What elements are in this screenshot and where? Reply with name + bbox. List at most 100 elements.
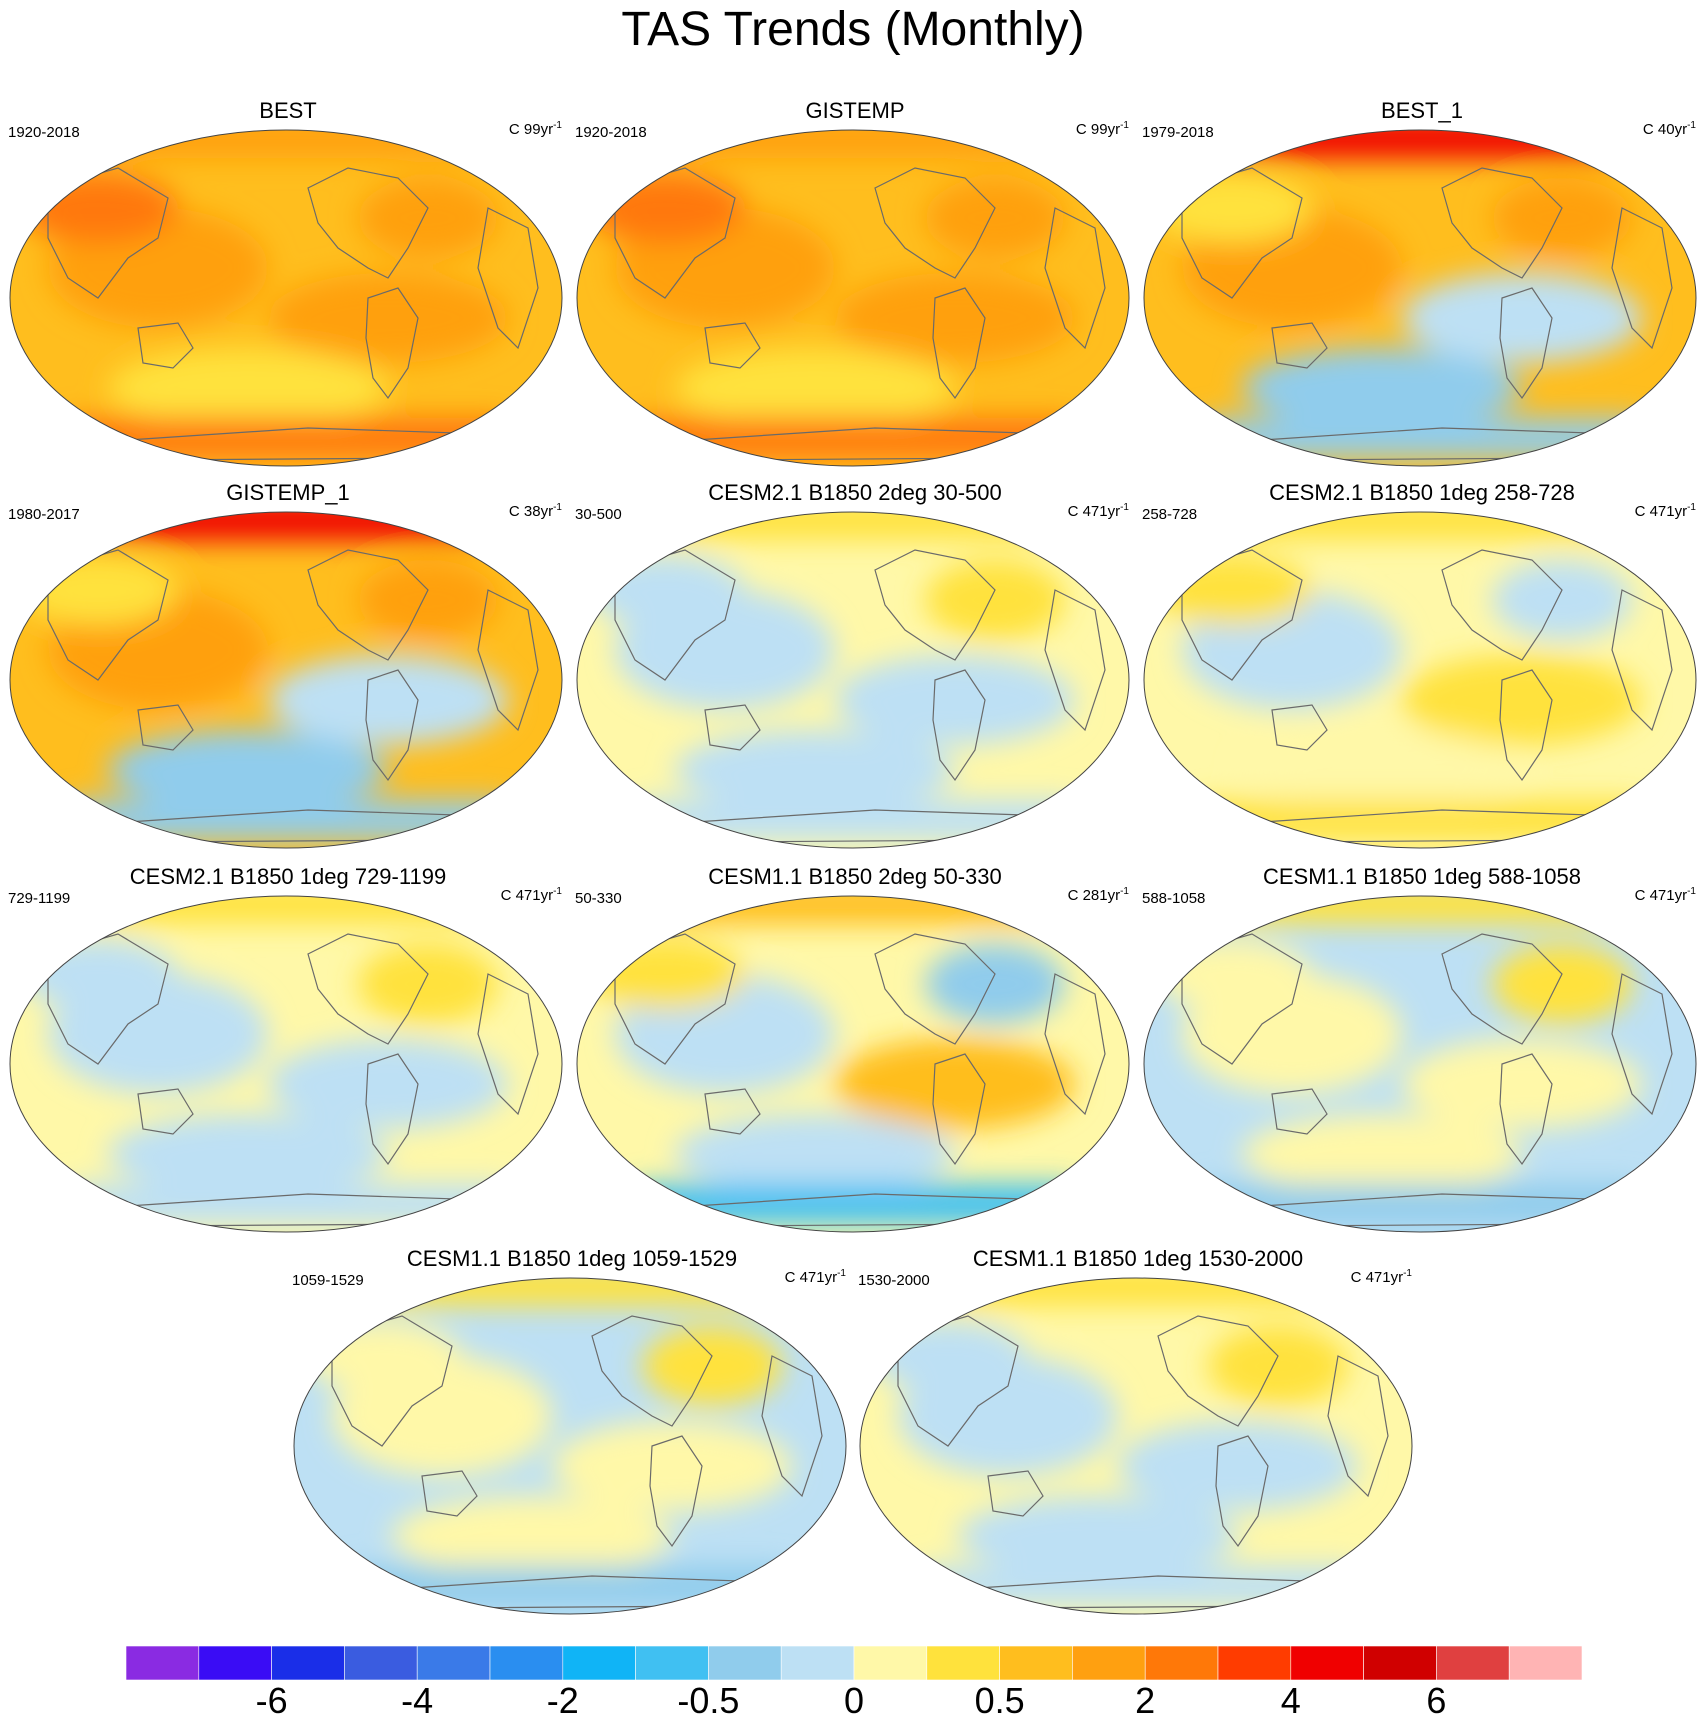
anomaly-region	[108, 1114, 388, 1194]
panel-year-range: 1920-2018	[8, 124, 80, 141]
panel-year-range: 1979-2018	[1142, 124, 1214, 141]
map-border	[576, 895, 1130, 1233]
coastline	[1271, 1088, 1328, 1135]
colorbar-swatch	[780, 1646, 855, 1680]
map-panel: CESM1.1 B1850 1deg 1059-1529 1059-1529 C 4…	[292, 1246, 852, 1626]
panel-title: GISTEMP_1	[226, 480, 350, 505]
coastline	[47, 167, 169, 299]
map-field	[1143, 129, 1697, 467]
map-field	[576, 511, 1130, 849]
panel-units-text: C 471yr	[500, 887, 554, 904]
colorbar-swatch	[416, 1646, 491, 1680]
coastline	[1044, 973, 1106, 1116]
anomaly-region	[675, 1114, 955, 1194]
anomaly-region	[925, 560, 1065, 640]
map-border	[9, 129, 563, 467]
coastline	[1157, 1315, 1279, 1427]
coastline	[137, 322, 194, 369]
colorbar-tick-label: 2	[1135, 1680, 1156, 1721]
anomaly-region	[552, 1421, 792, 1511]
map-border	[576, 129, 1130, 467]
anomaly-region	[642, 1326, 782, 1406]
map-field	[9, 895, 563, 1233]
anomaly-region	[108, 348, 388, 428]
map-field	[576, 895, 1130, 1233]
coastline	[307, 167, 429, 279]
coastline	[874, 933, 996, 1045]
panel-year-range: 50-330	[575, 890, 622, 907]
colorbar-swatch	[562, 1646, 636, 1680]
anomaly-region	[1402, 273, 1642, 363]
colorbar-tick-label: 4	[1280, 1680, 1301, 1721]
coastline	[874, 167, 996, 279]
coastline	[591, 1315, 713, 1427]
map-panel: CESM2.1 B1850 2deg 30-500 30-500 C 471yr-1	[575, 480, 1135, 860]
anomaly-region	[1208, 1326, 1348, 1406]
map-field	[293, 1277, 847, 1615]
anomaly-region	[358, 178, 498, 258]
panel-title: CESM1.1 B1850 1deg 588-1058	[1262, 864, 1581, 889]
anomaly-region	[925, 178, 1065, 258]
map-border	[9, 511, 563, 849]
panel-units-text: C 471yr	[1634, 503, 1688, 520]
anomaly-region	[1242, 348, 1522, 428]
coastline	[1441, 933, 1563, 1045]
anomaly-region	[835, 1039, 1075, 1129]
panel-units-exponent: -1	[837, 1268, 846, 1279]
panel-year-range: 30-500	[575, 506, 622, 523]
colorbar-swatch	[1144, 1646, 1219, 1680]
anomaly-region	[268, 273, 508, 363]
map-border	[1143, 895, 1697, 1233]
map-panel: CESM1.1 B1850 1deg 588-1058 588-1058 C 471…	[1142, 864, 1702, 1244]
coastline	[614, 933, 736, 1065]
map-field	[1143, 895, 1697, 1233]
panel-title: CESM1.1 B1850 1deg 1059-1529	[406, 1246, 738, 1271]
coastline	[1499, 1053, 1553, 1166]
colorbar-swatch	[999, 1646, 1073, 1680]
panel-units-text: C 99yr	[508, 121, 554, 138]
map-field	[9, 129, 563, 467]
panel-units: C 40yr-1	[1643, 120, 1696, 138]
anomaly-region	[868, 1321, 1028, 1391]
map-panel: GISTEMP 1920-2018 C 99yr-1	[575, 98, 1135, 478]
anomaly-region	[1152, 939, 1312, 1009]
colorbar-swatch	[635, 1646, 709, 1680]
panel-units-exponent: -1	[1120, 502, 1129, 513]
colorbar-swatch	[853, 1646, 928, 1680]
coastline	[47, 549, 169, 681]
map-field	[576, 129, 1130, 467]
map-panel: BEST_1 1979-2018 C 40yr-1	[1142, 98, 1702, 478]
panel-title: BEST	[259, 98, 317, 123]
coastline	[897, 1315, 1019, 1447]
panel-units-text: C 471yr	[1067, 503, 1121, 520]
panel-units-exponent: -1	[1120, 886, 1129, 897]
coastline	[932, 669, 986, 782]
anomaly-region	[835, 273, 1075, 363]
colorbar	[126, 1646, 1582, 1680]
colorbar-swatch	[489, 1646, 564, 1680]
coastline	[987, 1470, 1044, 1517]
panel-units-text: C 99yr	[1075, 121, 1121, 138]
coastline	[421, 1470, 478, 1517]
coastline	[1499, 287, 1553, 400]
colorbar-swatch	[708, 1646, 782, 1680]
anomaly-region	[585, 939, 745, 1009]
panel-year-range: 588-1058	[1142, 890, 1206, 907]
coastline	[1044, 589, 1106, 732]
panel-units-text: C 40yr	[1642, 121, 1688, 138]
panel-units-exponent: -1	[553, 886, 562, 897]
colorbar-tick-label: -2	[546, 1680, 579, 1721]
anomaly-region	[302, 1321, 462, 1391]
coastline	[477, 207, 539, 350]
panel-units: C 471yr-1	[785, 1268, 846, 1286]
panel-title: BEST_1	[1381, 98, 1463, 123]
panel-units-exponent: -1	[1687, 886, 1696, 897]
map-border	[1143, 129, 1697, 467]
anomaly-region	[1152, 173, 1312, 243]
coastline	[331, 1315, 453, 1447]
colorbar-tick-label: 0.5	[974, 1680, 1025, 1721]
anomaly-region	[1242, 730, 1522, 810]
panel-units-exponent: -1	[553, 502, 562, 513]
colorbar-swatch	[1436, 1646, 1510, 1680]
anomaly-region	[585, 555, 745, 625]
